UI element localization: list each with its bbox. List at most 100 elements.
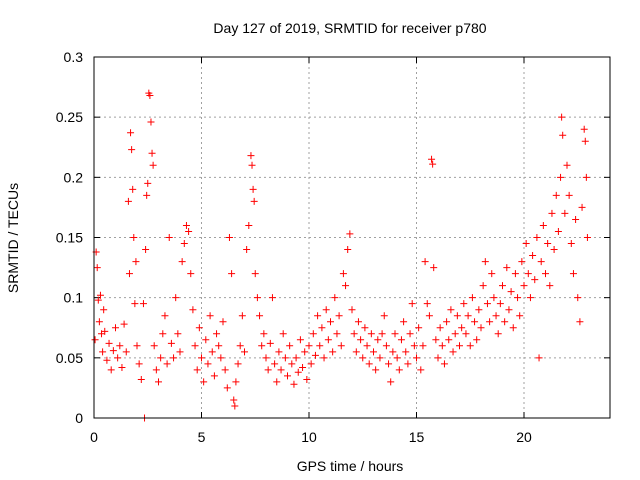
data-point: [327, 318, 334, 326]
data-point: [215, 342, 223, 350]
data-point: [346, 230, 354, 238]
data-point: [247, 152, 255, 160]
data-point: [445, 336, 453, 344]
data-point: [128, 146, 136, 154]
data-point: [180, 240, 188, 248]
y-tick-label: 0.1: [64, 290, 84, 306]
data-point: [363, 342, 371, 350]
data-point: [107, 366, 115, 374]
data-point: [152, 366, 160, 374]
data-point: [249, 185, 257, 193]
data-point: [447, 306, 455, 314]
data-point: [144, 179, 152, 187]
data-point: [387, 378, 395, 386]
data-point: [529, 252, 537, 260]
data-point: [296, 336, 304, 344]
y-tick-label: 0.05: [56, 350, 83, 366]
data-point: [490, 294, 498, 302]
data-point: [415, 324, 423, 332]
data-point: [518, 258, 526, 266]
data-point: [389, 348, 397, 356]
data-point: [284, 372, 291, 380]
data-point: [125, 270, 133, 278]
tick-labels: 0 5 10 15 20 0 0.05 0.1 0.15 0.2 0.25 0.3: [56, 49, 532, 445]
data-point: [96, 291, 104, 299]
data-point: [311, 351, 319, 359]
data-point: [522, 240, 530, 248]
data-point: [404, 360, 412, 368]
data-point: [256, 312, 264, 320]
data-point: [286, 342, 294, 350]
data-point: [223, 384, 231, 392]
data-point: [578, 203, 586, 211]
data-point: [234, 360, 242, 368]
data-point: [307, 360, 315, 368]
data-point: [103, 356, 111, 364]
data-point: [101, 327, 109, 335]
data-point: [406, 330, 414, 338]
data-point: [118, 363, 126, 371]
data-point: [120, 320, 128, 328]
data-point: [208, 348, 216, 356]
data-point: [122, 348, 130, 356]
plot-frame: [93, 56, 611, 419]
data-point: [408, 300, 416, 308]
data-point: [458, 324, 466, 332]
y-tick-label: 0.15: [56, 230, 83, 246]
data-point: [170, 354, 178, 362]
data-point: [486, 318, 494, 326]
data-point: [316, 342, 324, 350]
data-point: [544, 240, 552, 248]
data-point: [561, 209, 569, 217]
data-point: [449, 348, 457, 356]
data-point: [425, 312, 433, 320]
data-point: [147, 118, 155, 126]
data-point: [509, 324, 517, 332]
data-point: [174, 330, 182, 338]
data-point: [542, 270, 549, 278]
data-point: [163, 360, 171, 368]
data-point: [165, 234, 173, 241]
data-point: [337, 342, 345, 350]
data-point: [268, 294, 276, 302]
data-point: [139, 300, 147, 308]
data-point: [245, 221, 253, 229]
data-point: [494, 330, 502, 338]
data-point: [361, 324, 369, 332]
data-point: [258, 342, 266, 350]
data-point: [143, 191, 151, 199]
data-point: [93, 264, 101, 272]
data-point: [266, 339, 274, 347]
data-point: [221, 366, 229, 374]
data-point: [195, 324, 203, 332]
data-point: [574, 294, 582, 302]
data-point: [230, 396, 238, 404]
data-point: [348, 306, 356, 314]
data-point: [290, 380, 298, 388]
data-point: [251, 270, 259, 278]
y-tick-label: 0: [75, 410, 83, 426]
data-point: [241, 348, 248, 356]
data-point: [546, 282, 554, 290]
data-point: [471, 318, 479, 326]
data-point: [335, 312, 343, 320]
data-point: [248, 161, 256, 169]
data-point: [468, 294, 476, 302]
data-point: [271, 360, 279, 368]
data-point: [109, 347, 117, 355]
data-point: [438, 342, 446, 350]
data-point: [277, 366, 285, 374]
data-point: [99, 348, 107, 356]
data-point: [503, 264, 511, 272]
data-point: [507, 288, 515, 296]
data-point: [301, 348, 309, 356]
data-point: [419, 342, 427, 350]
data-point: [380, 312, 388, 320]
data-point: [202, 336, 210, 344]
data-point: [370, 348, 377, 356]
data-point: [124, 197, 132, 205]
data-point: [314, 312, 322, 320]
data-point: [385, 360, 393, 368]
data-point: [131, 300, 139, 308]
